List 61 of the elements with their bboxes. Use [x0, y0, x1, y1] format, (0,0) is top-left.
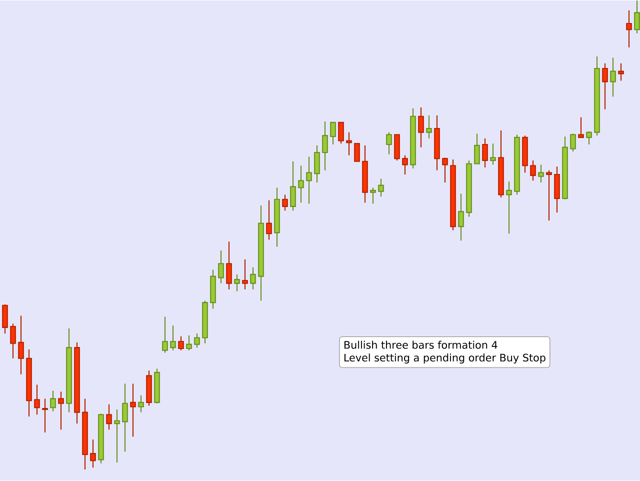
- candlestick: [266, 200, 272, 240]
- candlestick: [242, 259, 248, 290]
- candlestick: [482, 138, 488, 168]
- candlestick: [442, 157, 448, 184]
- candlestick: [554, 166, 560, 214]
- candlestick: [10, 323, 16, 360]
- candlestick: [130, 383, 136, 438]
- candlestick: [490, 143, 496, 166]
- candlestick: [610, 57, 616, 98]
- candlestick: [250, 267, 256, 290]
- candlestick: [330, 122, 336, 146]
- candlestick: [338, 122, 344, 144]
- candlestick: [538, 164, 544, 184]
- candlestick: [50, 390, 56, 412]
- candlestick: [570, 133, 576, 152]
- candlestick: [2, 304, 8, 334]
- candlestick: [114, 409, 120, 464]
- candlestick: [314, 145, 320, 184]
- candlestick: [106, 404, 112, 430]
- candlestick: [418, 107, 424, 148]
- candlestick: [578, 117, 584, 138]
- candlestick: [322, 121, 328, 172]
- candlestick: [186, 335, 192, 352]
- annotation: Level setting a pending order Buy Stop: [344, 354, 546, 364]
- candlestick: [34, 384, 40, 416]
- candlestick: [234, 274, 240, 292]
- candlestick: [290, 161, 296, 212]
- candlestick: [370, 187, 376, 204]
- candlestick: [42, 398, 48, 434]
- candlestick: [298, 165, 304, 204]
- candlestick: [386, 132, 392, 156]
- candlestick: [346, 132, 352, 156]
- candlestick: [194, 333, 200, 348]
- candlestick: [170, 325, 176, 352]
- candlestick: [226, 241, 232, 290]
- candlestick: [282, 194, 288, 212]
- annotation: Bullish three bars formation 4: [344, 341, 498, 350]
- candlestick: [306, 156, 312, 204]
- candlestick: [162, 316, 168, 354]
- candlestick: [58, 391, 64, 430]
- candlestick: [458, 193, 464, 242]
- candlestick: [394, 134, 400, 162]
- candlestick: [618, 63, 624, 82]
- candlestick: [378, 178, 384, 198]
- candlestick: [634, 0, 640, 34]
- candlestick: [178, 336, 184, 352]
- candlestick: [90, 439, 96, 468]
- candlestick: [138, 395, 144, 414]
- candlestick: [122, 383, 128, 452]
- candlestick: [626, 10, 632, 48]
- candlestick: [474, 133, 480, 165]
- candlestick: [530, 160, 536, 182]
- candlestick: [546, 170, 552, 222]
- candlestick: [602, 63, 608, 110]
- candlestick: [586, 131, 592, 146]
- candlestick: [506, 181, 512, 234]
- candlestick: [218, 250, 224, 284]
- candlestick: [426, 115, 432, 140]
- candlestick: [402, 154, 408, 176]
- candlestick: [354, 143, 360, 162]
- candlestick: [18, 315, 24, 376]
